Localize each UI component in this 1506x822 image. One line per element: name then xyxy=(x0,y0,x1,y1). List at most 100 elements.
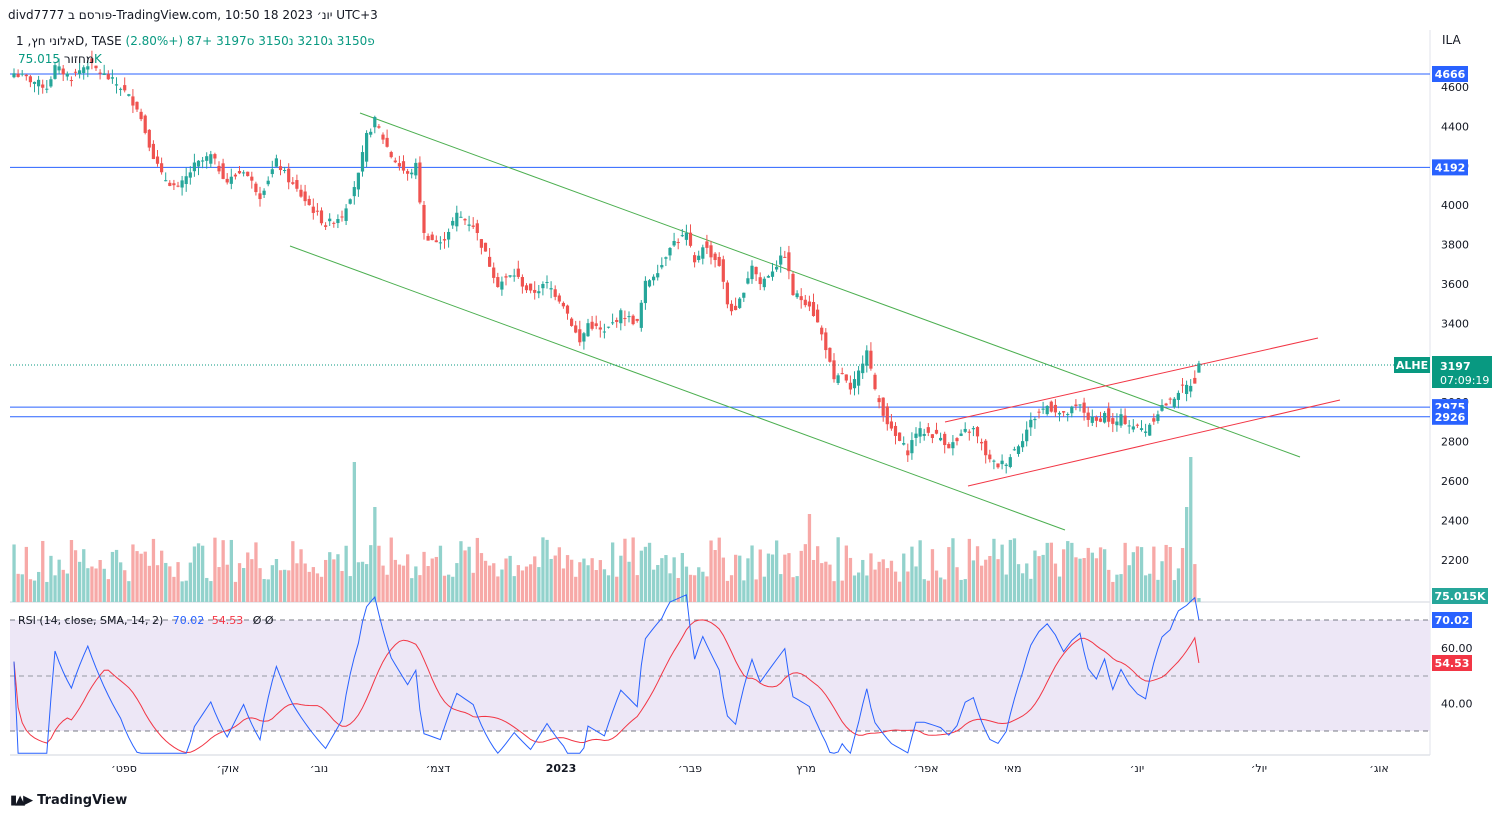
candle-body[interactable] xyxy=(906,450,910,456)
candle-body[interactable] xyxy=(725,282,729,305)
candle-body[interactable] xyxy=(365,132,369,162)
candle-body[interactable] xyxy=(397,163,401,167)
candle-body[interactable] xyxy=(119,88,123,90)
candle-body[interactable] xyxy=(643,280,647,304)
candle-body[interactable] xyxy=(155,156,160,164)
candle-body[interactable] xyxy=(770,271,775,277)
trend-channels[interactable] xyxy=(289,112,1341,531)
candle-body[interactable] xyxy=(225,178,229,183)
candle-body[interactable] xyxy=(951,442,955,449)
candle-body[interactable] xyxy=(348,199,352,204)
candle-body[interactable] xyxy=(1049,401,1053,412)
candle-body[interactable] xyxy=(1156,414,1160,421)
candle-body[interactable] xyxy=(24,74,28,77)
candle-body[interactable] xyxy=(1025,429,1029,442)
candle-body[interactable] xyxy=(520,277,524,287)
candle-body[interactable] xyxy=(980,441,984,444)
candle-body[interactable] xyxy=(791,273,795,296)
candle-body[interactable] xyxy=(1082,402,1086,413)
candle-body[interactable] xyxy=(902,443,906,445)
candle-body[interactable] xyxy=(73,71,78,73)
candle-body[interactable] xyxy=(143,115,147,133)
candle-body[interactable] xyxy=(709,245,713,258)
candle-body[interactable] xyxy=(766,276,770,278)
candle-body[interactable] xyxy=(336,219,340,224)
candle-body[interactable] xyxy=(410,172,414,175)
candle-body[interactable] xyxy=(832,360,836,380)
candle-body[interactable] xyxy=(1016,446,1021,454)
candle-body[interactable] xyxy=(475,223,479,233)
candle-body[interactable] xyxy=(307,198,311,205)
candle-body[interactable] xyxy=(78,70,82,75)
candle-body[interactable] xyxy=(549,288,553,290)
candle-body[interactable] xyxy=(684,232,688,240)
candle-body[interactable] xyxy=(926,427,930,433)
candle-body[interactable] xyxy=(1144,431,1148,433)
candle-body[interactable] xyxy=(1066,414,1070,416)
candle-body[interactable] xyxy=(602,331,606,333)
candle-body[interactable] xyxy=(94,65,98,69)
candle-body[interactable] xyxy=(729,303,734,312)
candle-body[interactable] xyxy=(541,283,545,289)
candle-body[interactable] xyxy=(639,302,643,328)
candle-body[interactable] xyxy=(1098,418,1103,422)
candle-body[interactable] xyxy=(865,350,869,366)
candle-body[interactable] xyxy=(922,433,926,436)
candle-body[interactable] xyxy=(451,220,455,226)
candle-body[interactable] xyxy=(795,293,799,298)
candle-body[interactable] xyxy=(647,280,652,287)
candle-body[interactable] xyxy=(799,296,803,301)
candle-body[interactable] xyxy=(930,434,934,438)
candle-body[interactable] xyxy=(524,285,529,291)
candle-body[interactable] xyxy=(422,204,426,233)
candle-body[interactable] xyxy=(176,185,180,187)
candle-body[interactable] xyxy=(570,318,574,326)
candle-body[interactable] xyxy=(557,295,561,302)
candle-body[interactable] xyxy=(754,266,758,275)
candle-body[interactable] xyxy=(328,218,332,222)
candle-body[interactable] xyxy=(209,154,213,164)
candle-body[interactable] xyxy=(840,373,844,375)
candle-body[interactable] xyxy=(69,80,73,82)
candle-body[interactable] xyxy=(910,440,914,454)
candle-body[interactable] xyxy=(90,58,94,63)
candle-body[interactable] xyxy=(1168,398,1172,400)
candle-body[interactable] xyxy=(287,168,291,183)
rsi-title[interactable]: RSI (14, close, SMA, 14, 2) 70.02 54.53 … xyxy=(18,614,274,627)
candle-body[interactable] xyxy=(529,283,533,291)
horizontal-levels[interactable] xyxy=(10,73,1430,418)
candle-body[interactable] xyxy=(192,162,196,172)
candle-body[interactable] xyxy=(623,318,627,320)
candle-body[interactable] xyxy=(668,247,672,256)
candle-body[interactable] xyxy=(283,170,287,172)
candle-body[interactable] xyxy=(205,156,209,161)
candle-body[interactable] xyxy=(1012,449,1016,451)
candle-body[interactable] xyxy=(447,231,451,240)
candle-body[interactable] xyxy=(479,239,483,248)
candle-body[interactable] xyxy=(233,174,237,177)
candle-body[interactable] xyxy=(401,161,406,171)
candle-body[interactable] xyxy=(61,68,65,75)
candle-body[interactable] xyxy=(1197,363,1201,373)
candle-body[interactable] xyxy=(631,315,635,325)
candle-body[interactable] xyxy=(811,302,816,317)
candle-body[interactable] xyxy=(123,85,127,91)
candle-body[interactable] xyxy=(20,73,24,75)
candle-body[interactable] xyxy=(992,460,996,462)
candle-body[interactable] xyxy=(783,256,787,258)
candle-body[interactable] xyxy=(885,406,889,425)
candle-body[interactable] xyxy=(254,183,258,193)
candle-body[interactable] xyxy=(967,431,971,433)
candle-body[interactable] xyxy=(311,206,315,213)
candle-body[interactable] xyxy=(242,172,246,174)
candle-body[interactable] xyxy=(488,256,492,267)
candle-body[interactable] xyxy=(939,437,943,441)
candle-body[interactable] xyxy=(779,255,783,265)
candle-body[interactable] xyxy=(16,73,20,77)
candle-body[interactable] xyxy=(1103,412,1107,423)
candle-body[interactable] xyxy=(172,183,176,186)
candle-body[interactable] xyxy=(250,176,254,181)
candle-body[interactable] xyxy=(406,171,410,174)
candle-body[interactable] xyxy=(1086,412,1090,420)
candle-body[interactable] xyxy=(414,162,418,176)
